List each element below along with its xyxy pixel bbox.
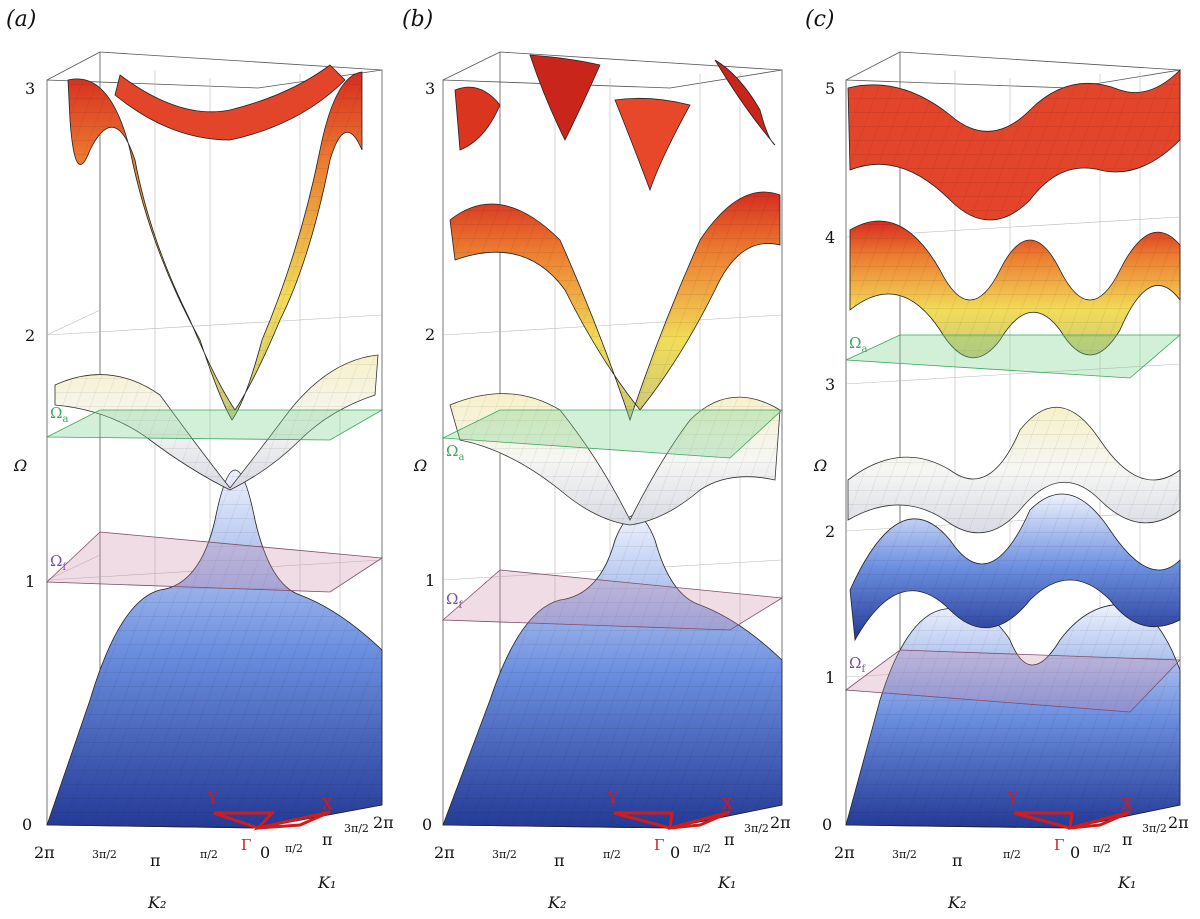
k1-tick: 3π/2	[744, 822, 769, 835]
k2-tick: 3π/2	[492, 848, 517, 861]
bz-gamma-label: Γ	[241, 836, 251, 854]
z-tick: 3	[425, 79, 435, 98]
panel-a-band-surface	[46, 64, 383, 829]
bz-gamma-label: Γ	[654, 836, 664, 854]
panel-c-k2-ticks: 2π 3π/2 π π/2 0	[834, 843, 1080, 870]
panel-a-k1-ticks: π/2 π 3π/2 2π	[285, 813, 394, 855]
panel-a-k2-ticks: 2π 3π/2 π π/2 0	[34, 843, 270, 870]
panel-b-z-ticks: 0 1 2 3	[422, 79, 435, 834]
k1-tick: 2π	[1168, 813, 1189, 832]
bz-x-label: X	[322, 795, 333, 813]
panel-a-omega-a-plane	[46, 409, 384, 441]
z-tick: 0	[822, 815, 832, 834]
panel-a: (a)	[6, 7, 394, 912]
panel-a-z-ticks: 0 1 2 3	[22, 79, 35, 834]
panel-c-k1-label: K₁	[1117, 873, 1136, 892]
panel-b-omega-f-label: Ωf	[446, 590, 463, 611]
panel-b: (b)	[402, 7, 791, 912]
panel-a-label: (a)	[6, 7, 36, 32]
panel-b-omega-a-label: Ωa	[446, 442, 464, 463]
panel-b-k1-ticks: π/2 π 3π/2 2π	[693, 813, 791, 855]
k2-tick: π/2	[1003, 848, 1021, 861]
panel-b-k2-label: K₂	[547, 893, 566, 912]
z-tick: 4	[825, 228, 835, 247]
panel-c: (c)	[805, 7, 1189, 912]
panel-b-band-surface	[442, 54, 783, 829]
bz-x-label: X	[1122, 795, 1133, 813]
k1-tick: π/2	[285, 842, 303, 855]
z-tick: 2	[425, 325, 435, 344]
k2-tick: 2π	[34, 843, 55, 862]
panel-a-omega-a-label: Ωa	[50, 404, 68, 425]
k1-tick: 3π/2	[344, 822, 369, 835]
panel-b-z-axis-label: Ω	[413, 456, 427, 475]
panel-c-omega-a-label: Ωa	[849, 334, 867, 355]
z-tick: 1	[25, 572, 35, 591]
z-tick: 1	[825, 668, 835, 687]
panel-a-omega-f-label: Ωf	[50, 552, 67, 573]
panel-a-k1-label: K₁	[317, 873, 336, 892]
z-tick: 1	[425, 571, 435, 590]
panel-b-k1-label: K₁	[717, 873, 736, 892]
k1-tick: π	[724, 830, 735, 849]
panel-c-k2-label: K₂	[947, 893, 966, 912]
z-tick: 0	[22, 815, 32, 834]
z-tick: 0	[422, 815, 432, 834]
k2-tick: π	[150, 851, 161, 870]
panel-a-z-axis-label: Ω	[13, 456, 27, 475]
k1-tick: π/2	[1093, 842, 1111, 855]
k2-tick: 0	[670, 843, 680, 862]
k2-tick: 0	[1070, 843, 1080, 862]
z-tick: 5	[825, 79, 835, 98]
panel-c-z-axis-label: Ω	[813, 456, 827, 475]
panel-c-band-surface	[845, 69, 1181, 829]
k1-tick: π	[322, 830, 333, 849]
panel-c-z-ticks: 0 1 2 3 4 5	[822, 79, 835, 834]
panel-c-omega-a-plane	[845, 334, 1182, 379]
k1-tick: π	[1122, 830, 1133, 849]
k1-tick: 2π	[373, 813, 394, 832]
bz-gamma-label: Γ	[1054, 836, 1064, 854]
z-tick: 3	[25, 79, 35, 98]
k1-tick: 3π/2	[1142, 822, 1167, 835]
k2-tick: π/2	[200, 848, 218, 861]
bz-y-label: Y	[1007, 789, 1019, 807]
bz-x-label: X	[722, 795, 733, 813]
panel-c-k1-ticks: π/2 π 3π/2 2π	[1093, 813, 1189, 855]
k2-tick: π	[554, 851, 565, 870]
panel-b-omega-f-plane	[441, 569, 784, 631]
k2-tick: 3π/2	[892, 848, 917, 861]
panel-c-omega-f-plane	[844, 649, 1181, 713]
k1-tick: 2π	[770, 813, 791, 832]
k2-tick: 3π/2	[92, 848, 117, 861]
panel-a-omega-f-plane	[46, 531, 384, 593]
k2-tick: 0	[260, 843, 270, 862]
panel-b-bz-path: Γ X Y	[607, 789, 733, 854]
panel-c-omega-f-label: Ωf	[849, 654, 866, 675]
panel-b-k2-ticks: 2π 3π/2 π π/2 0	[434, 843, 680, 870]
z-tick: 2	[825, 522, 835, 541]
z-tick: 3	[825, 375, 835, 394]
panel-a-k2-label: K₂	[147, 893, 166, 912]
panel-b-label: (b)	[402, 7, 433, 32]
panel-c-label: (c)	[805, 7, 835, 32]
bz-y-label: Y	[207, 789, 219, 807]
panel-b-omega-a-plane	[441, 409, 784, 459]
bz-y-label: Y	[607, 789, 619, 807]
k2-tick: 2π	[434, 843, 455, 862]
k2-tick: π/2	[603, 848, 621, 861]
k1-tick: π/2	[693, 842, 711, 855]
z-tick: 2	[25, 326, 35, 345]
k2-tick: 2π	[834, 843, 855, 862]
panel-a-bz-path: Γ X Y	[207, 789, 333, 854]
panel-c-bz-path: Γ X Y	[1007, 789, 1133, 854]
k2-tick: π	[952, 851, 963, 870]
